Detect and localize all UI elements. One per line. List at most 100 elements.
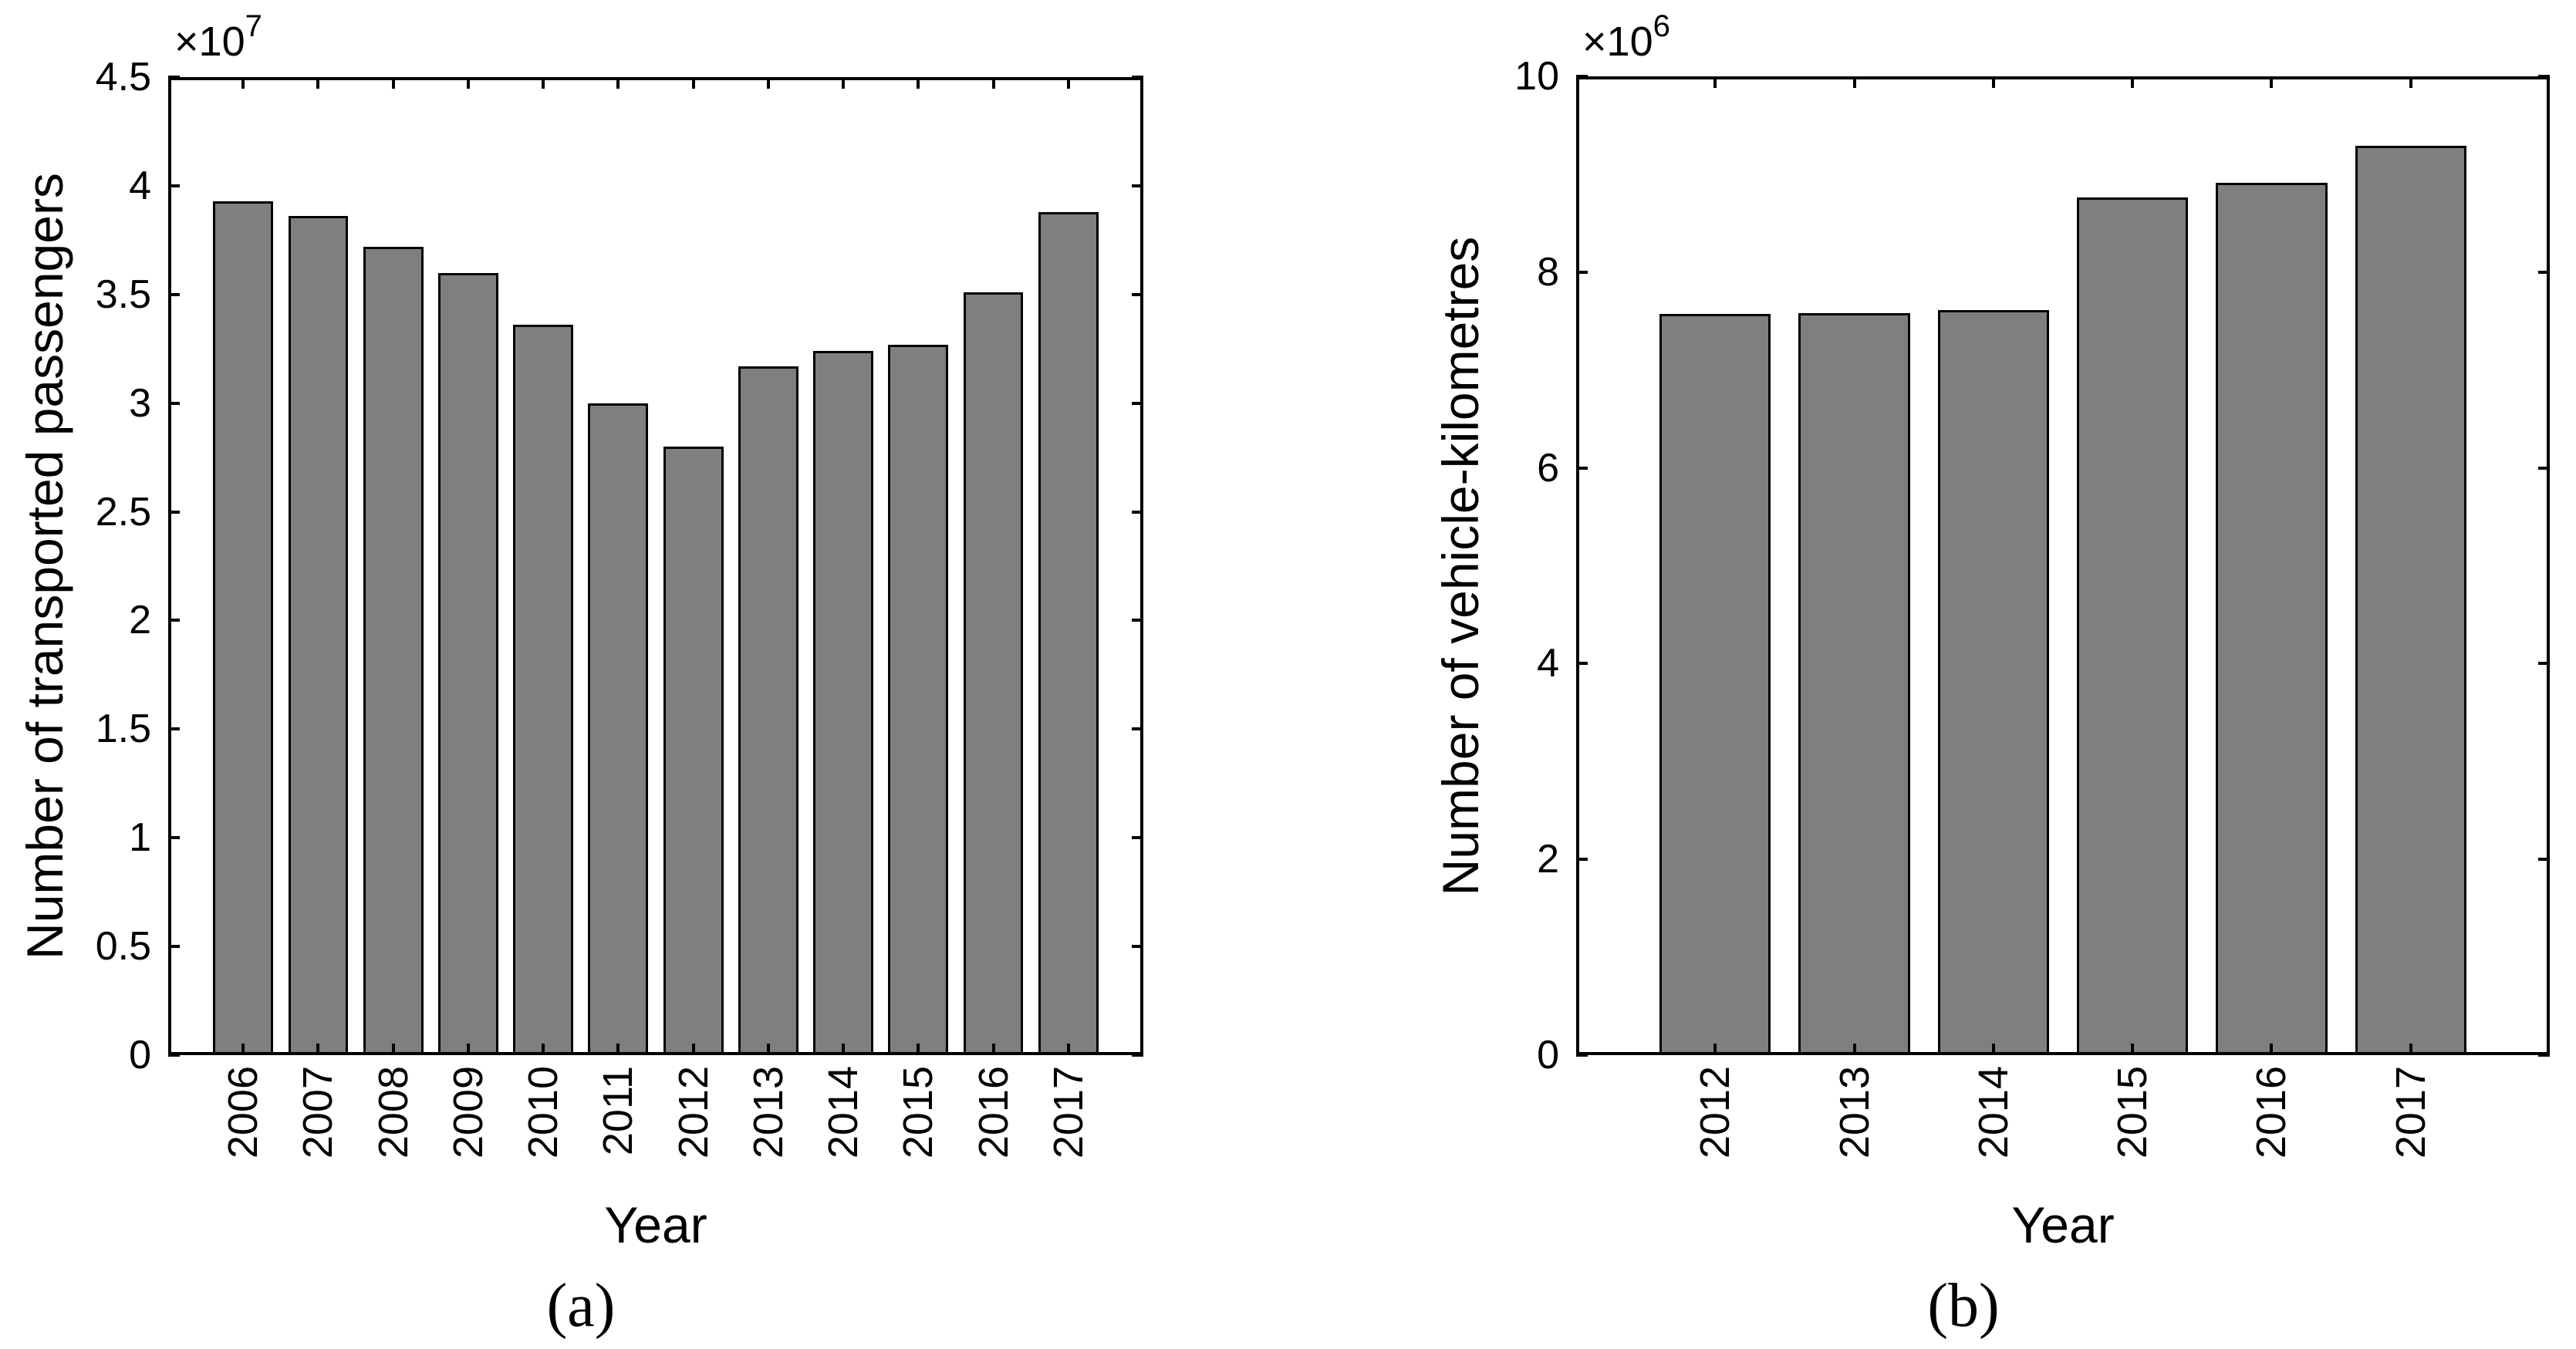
- y-tick-left: [168, 401, 180, 405]
- exponent-power: 7: [245, 9, 262, 43]
- y-axis-exponent: ×106: [1582, 9, 1670, 66]
- subfigure-caption: (a): [546, 1272, 616, 1340]
- bar-2013: [738, 366, 798, 1055]
- bar-2016: [2216, 183, 2328, 1055]
- x-tick-top: [917, 77, 920, 89]
- x-tick-top: [1713, 76, 1717, 88]
- x-tick-label: 2016: [2248, 1066, 2295, 1159]
- x-tick-top: [842, 77, 846, 89]
- y-tick-label: 10: [1514, 54, 1559, 99]
- x-tick-label: 2008: [370, 1066, 417, 1159]
- y-tick-left: [1576, 858, 1588, 862]
- x-axis-title: Year: [2011, 1196, 2115, 1253]
- y-tick-left: [168, 184, 180, 187]
- y-tick-right: [2538, 75, 2550, 78]
- y-tick-left: [1576, 1054, 1588, 1057]
- x-tick-bottom: [1713, 1044, 1717, 1055]
- x-tick-label: 2013: [744, 1066, 792, 1159]
- bar-2017: [1038, 211, 1099, 1055]
- y-tick-left: [168, 836, 180, 840]
- x-tick-label: 2017: [2387, 1066, 2434, 1159]
- x-tick-top: [691, 77, 695, 89]
- x-tick-label: 2013: [1831, 1066, 1878, 1159]
- x-tick-label: 2010: [520, 1066, 567, 1159]
- y-tick-right: [1132, 510, 1143, 514]
- x-tick-label: 2014: [820, 1066, 867, 1159]
- y-tick-label: 3: [129, 380, 151, 426]
- x-tick-top: [1991, 76, 1995, 88]
- x-tick-bottom: [917, 1044, 920, 1055]
- x-tick-top: [316, 77, 320, 89]
- bar-2014: [1937, 310, 2049, 1055]
- y-tick-label: 8: [1537, 249, 1559, 295]
- y-tick-left: [168, 619, 180, 622]
- x-tick-bottom: [616, 1044, 620, 1055]
- x-tick-top: [1066, 77, 1070, 89]
- y-tick-left: [1576, 75, 1588, 78]
- x-tick-label: 2015: [895, 1066, 942, 1159]
- y-axis-title: Number of vehicle-kilometres: [1432, 236, 1489, 896]
- x-tick-label: 2017: [1045, 1066, 1092, 1159]
- bar-2015: [2077, 197, 2189, 1055]
- exponent-base: ×10: [174, 19, 245, 65]
- y-tick-right: [1132, 836, 1143, 840]
- x-tick-top: [991, 77, 995, 89]
- y-tick-right: [2538, 1054, 2550, 1057]
- y-tick-right: [1132, 76, 1143, 79]
- x-tick-bottom: [2131, 1044, 2135, 1055]
- bar-2006: [213, 201, 274, 1055]
- y-tick-left: [168, 945, 180, 949]
- x-axis-title: Year: [604, 1196, 707, 1253]
- x-tick-top: [391, 77, 395, 89]
- bar-2017: [2355, 146, 2466, 1055]
- y-tick-left: [168, 1054, 180, 1057]
- y-tick-left: [168, 76, 180, 79]
- exponent-power: 6: [1653, 9, 1670, 43]
- x-tick-label: 2015: [2109, 1066, 2156, 1159]
- y-tick-left: [1576, 270, 1588, 274]
- x-tick-top: [2409, 76, 2412, 88]
- bar-2014: [813, 351, 873, 1055]
- y-tick-right: [1132, 727, 1143, 731]
- y-tick-right: [1132, 184, 1143, 187]
- x-tick-bottom: [316, 1044, 320, 1055]
- x-tick-label: 2014: [1970, 1066, 2017, 1159]
- y-tick-right: [2538, 466, 2550, 470]
- y-tick-label: 0.5: [95, 924, 151, 970]
- y-tick-label: 2: [1537, 837, 1559, 882]
- x-tick-top: [766, 77, 770, 89]
- y-tick-label: 2: [129, 598, 151, 643]
- x-tick-bottom: [2270, 1044, 2274, 1055]
- x-tick-label: 2012: [1692, 1066, 1739, 1159]
- plot-box: [1576, 76, 2550, 1055]
- x-tick-bottom: [1066, 1044, 1070, 1055]
- x-tick-bottom: [2409, 1044, 2412, 1055]
- x-tick-bottom: [991, 1044, 995, 1055]
- y-axis-title: Number of transported passengers: [16, 173, 73, 959]
- y-tick-right: [1132, 619, 1143, 622]
- y-tick-right: [2538, 858, 2550, 862]
- x-tick-bottom: [1991, 1044, 1995, 1055]
- x-tick-top: [616, 77, 620, 89]
- y-tick-label: 4: [129, 163, 151, 208]
- y-tick-label: 2.5: [95, 489, 151, 535]
- y-tick-label: 1.5: [95, 707, 151, 752]
- exponent-base: ×10: [1582, 19, 1653, 65]
- x-tick-top: [241, 77, 245, 89]
- x-tick-bottom: [391, 1044, 395, 1055]
- y-tick-left: [168, 510, 180, 514]
- bar-2007: [288, 216, 349, 1055]
- bar-2011: [588, 403, 649, 1055]
- x-tick-top: [1852, 76, 1856, 88]
- y-tick-left: [168, 292, 180, 296]
- x-tick-top: [2131, 76, 2135, 88]
- y-tick-right: [2538, 270, 2550, 274]
- y-tick-right: [1132, 1054, 1143, 1057]
- plot-box: [168, 77, 1143, 1055]
- y-tick-label: 1: [129, 815, 151, 861]
- x-tick-label: 2009: [444, 1066, 491, 1159]
- x-tick-bottom: [241, 1044, 245, 1055]
- x-tick-bottom: [466, 1044, 470, 1055]
- x-tick-bottom: [691, 1044, 695, 1055]
